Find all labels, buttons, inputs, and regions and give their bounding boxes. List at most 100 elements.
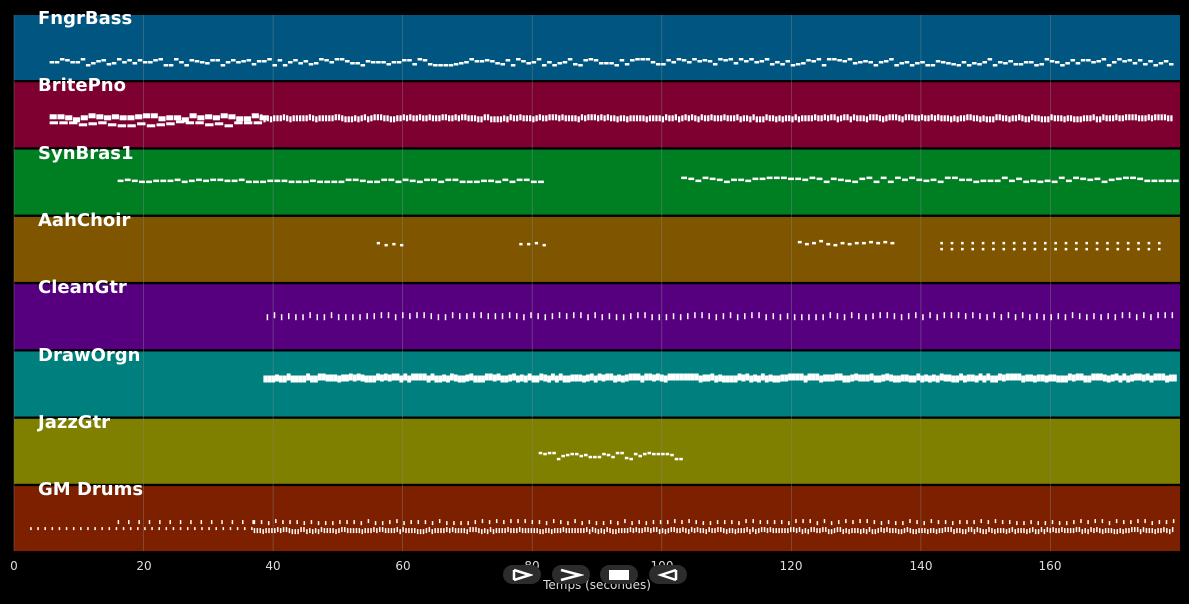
note bbox=[1017, 373, 1022, 381]
note bbox=[1170, 115, 1173, 122]
note bbox=[430, 373, 435, 381]
note bbox=[1048, 374, 1053, 382]
note bbox=[412, 115, 415, 122]
note bbox=[388, 178, 395, 182]
note bbox=[1069, 528, 1072, 534]
note bbox=[894, 176, 901, 180]
note bbox=[499, 116, 503, 123]
note bbox=[460, 521, 462, 526]
note bbox=[629, 527, 632, 533]
note bbox=[745, 179, 752, 183]
note bbox=[279, 115, 282, 122]
note bbox=[925, 64, 930, 67]
note bbox=[773, 176, 780, 180]
note bbox=[780, 520, 783, 525]
note bbox=[408, 528, 410, 534]
note bbox=[974, 375, 979, 383]
rewind-button[interactable] bbox=[649, 565, 687, 584]
note bbox=[376, 373, 380, 381]
note bbox=[847, 242, 852, 246]
track-lane-5 bbox=[14, 351, 1180, 417]
note bbox=[655, 373, 660, 381]
note bbox=[803, 375, 808, 383]
note bbox=[538, 114, 541, 121]
note bbox=[271, 375, 276, 383]
note bbox=[823, 374, 827, 382]
note bbox=[319, 58, 324, 61]
note bbox=[814, 114, 817, 121]
note bbox=[1060, 375, 1065, 383]
note bbox=[830, 177, 837, 181]
note bbox=[352, 178, 359, 182]
note bbox=[541, 115, 545, 122]
note bbox=[795, 373, 800, 381]
note bbox=[486, 529, 489, 535]
note bbox=[726, 115, 729, 122]
note bbox=[997, 528, 999, 534]
note bbox=[992, 247, 995, 251]
note bbox=[310, 520, 313, 525]
note bbox=[474, 60, 480, 63]
note bbox=[80, 58, 86, 61]
note bbox=[534, 241, 539, 245]
note bbox=[236, 116, 244, 122]
note bbox=[224, 124, 233, 128]
note bbox=[751, 312, 753, 319]
note bbox=[281, 179, 288, 183]
note bbox=[714, 375, 719, 383]
note bbox=[810, 527, 812, 533]
note bbox=[532, 116, 535, 123]
note bbox=[956, 64, 962, 67]
note bbox=[425, 115, 428, 122]
note bbox=[626, 528, 629, 534]
note bbox=[780, 63, 785, 66]
note bbox=[372, 375, 377, 383]
note bbox=[745, 519, 747, 524]
note bbox=[921, 528, 923, 534]
note bbox=[1087, 520, 1089, 525]
forward-button[interactable] bbox=[552, 565, 590, 584]
note bbox=[337, 375, 342, 383]
note bbox=[1154, 529, 1156, 535]
note bbox=[804, 528, 807, 534]
note bbox=[407, 59, 412, 62]
note bbox=[608, 313, 611, 320]
note bbox=[399, 375, 404, 383]
note bbox=[448, 528, 451, 534]
note bbox=[1040, 116, 1043, 123]
note bbox=[473, 115, 477, 122]
note bbox=[222, 527, 225, 531]
play-from-start-button[interactable] bbox=[503, 565, 541, 584]
note bbox=[927, 529, 929, 535]
note bbox=[557, 62, 563, 65]
note bbox=[667, 373, 672, 381]
note bbox=[791, 373, 796, 381]
note bbox=[194, 60, 200, 63]
note bbox=[920, 375, 925, 383]
note bbox=[994, 519, 997, 524]
note bbox=[142, 113, 151, 119]
note bbox=[772, 528, 775, 534]
stop-button[interactable] bbox=[600, 565, 638, 584]
note bbox=[88, 122, 97, 126]
note bbox=[271, 528, 273, 534]
note bbox=[276, 527, 279, 533]
note bbox=[275, 519, 277, 524]
note bbox=[488, 520, 491, 525]
note bbox=[409, 313, 411, 320]
note bbox=[551, 114, 554, 121]
note bbox=[495, 62, 500, 65]
note bbox=[354, 115, 357, 122]
note bbox=[72, 527, 75, 531]
note bbox=[1036, 374, 1041, 382]
note bbox=[58, 527, 61, 531]
note bbox=[1147, 241, 1151, 245]
note bbox=[862, 115, 865, 122]
note bbox=[1054, 247, 1057, 251]
note bbox=[959, 115, 963, 122]
note bbox=[609, 115, 613, 122]
note bbox=[988, 527, 990, 533]
note bbox=[394, 314, 397, 321]
note bbox=[431, 529, 433, 535]
note bbox=[1037, 521, 1039, 526]
